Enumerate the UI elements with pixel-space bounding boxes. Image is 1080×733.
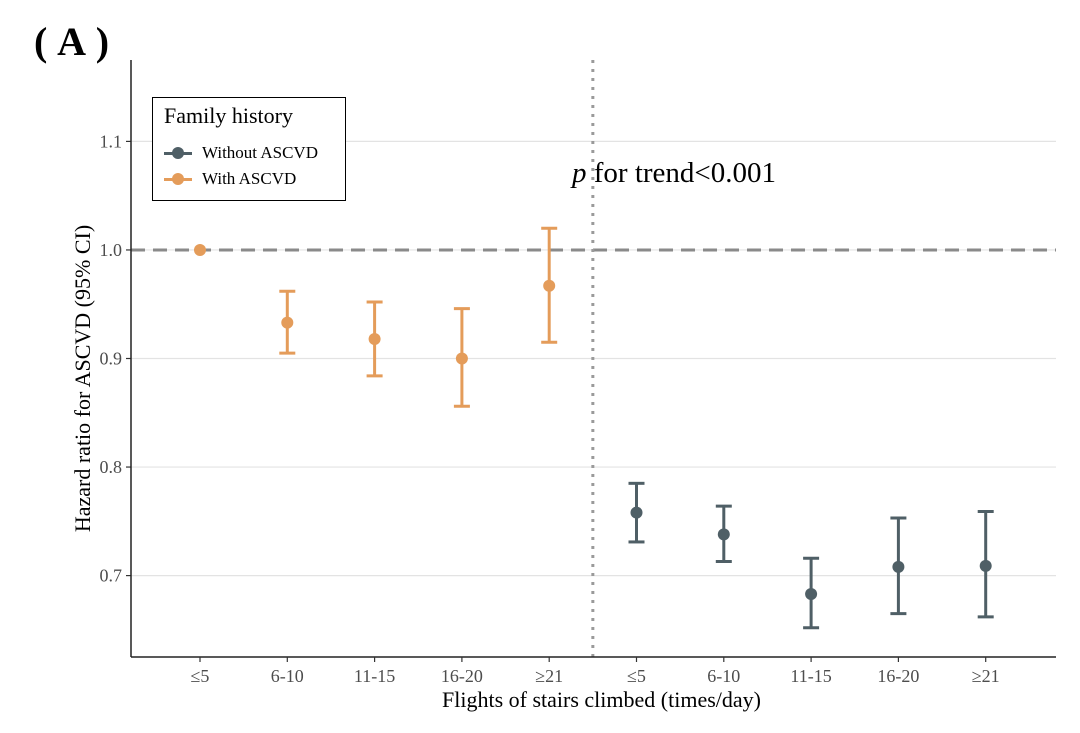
legend-item-without: Without ASCVD — [164, 142, 318, 164]
y-tick-label: 1.0 — [100, 240, 123, 260]
x-tick-label: ≥21 — [972, 666, 1000, 686]
axis-labels: 0.7 0.8 0.9 1.0 1.1 ≤5 6-10 11-15 16-20 ≥21 ≤5 6-10… — [70, 131, 1000, 712]
legend: Family history Without ASCVD With ASCVD — [152, 97, 346, 201]
legend-title: Family history — [164, 103, 293, 128]
panel-label: ( A ) — [34, 19, 111, 64]
y-tick-label: 0.9 — [100, 349, 123, 369]
data-point — [455, 352, 468, 365]
data-point — [979, 559, 992, 572]
x-tick-label: 11-15 — [354, 666, 395, 686]
trend-annotation: p for trend<0.001 — [570, 157, 776, 189]
legend-key-with — [164, 168, 192, 190]
y-tick-label: 0.7 — [100, 566, 123, 586]
data-point — [892, 560, 905, 573]
data-point — [368, 332, 381, 345]
data-point — [281, 316, 294, 329]
data-point — [805, 588, 818, 601]
x-tick-label: 11-15 — [790, 666, 831, 686]
legend-item-with: With ASCVD — [164, 168, 296, 190]
legend-label: Without ASCVD — [202, 143, 318, 162]
x-tick-label: 6-10 — [707, 666, 740, 686]
data-point — [543, 279, 556, 292]
legend-key-without — [164, 142, 192, 164]
legend-label: With ASCVD — [202, 169, 297, 188]
y-tick-label: 0.8 — [100, 457, 123, 477]
axes — [126, 60, 1056, 662]
x-tick-label: 16-20 — [441, 666, 483, 686]
data-point — [717, 528, 730, 541]
x-axis-title: Flights of stairs climbed (times/day) — [442, 687, 761, 712]
x-tick-label: ≤5 — [191, 666, 210, 686]
plot-marks — [194, 226, 994, 630]
x-tick-label: ≥21 — [535, 666, 563, 686]
x-tick-label: 6-10 — [271, 666, 304, 686]
x-tick-label: 16-20 — [877, 666, 919, 686]
grid-lines — [131, 60, 1056, 657]
data-point — [630, 506, 643, 519]
data-point — [194, 243, 206, 256]
x-tick-label: ≤5 — [627, 666, 646, 686]
y-axis-title: Hazard ratio for ASCVD (95% CI) — [70, 225, 95, 532]
y-tick-label: 1.1 — [100, 131, 123, 151]
